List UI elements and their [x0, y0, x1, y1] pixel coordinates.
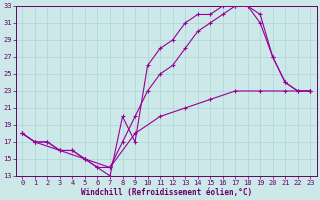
X-axis label: Windchill (Refroidissement éolien,°C): Windchill (Refroidissement éolien,°C) [81, 188, 252, 197]
